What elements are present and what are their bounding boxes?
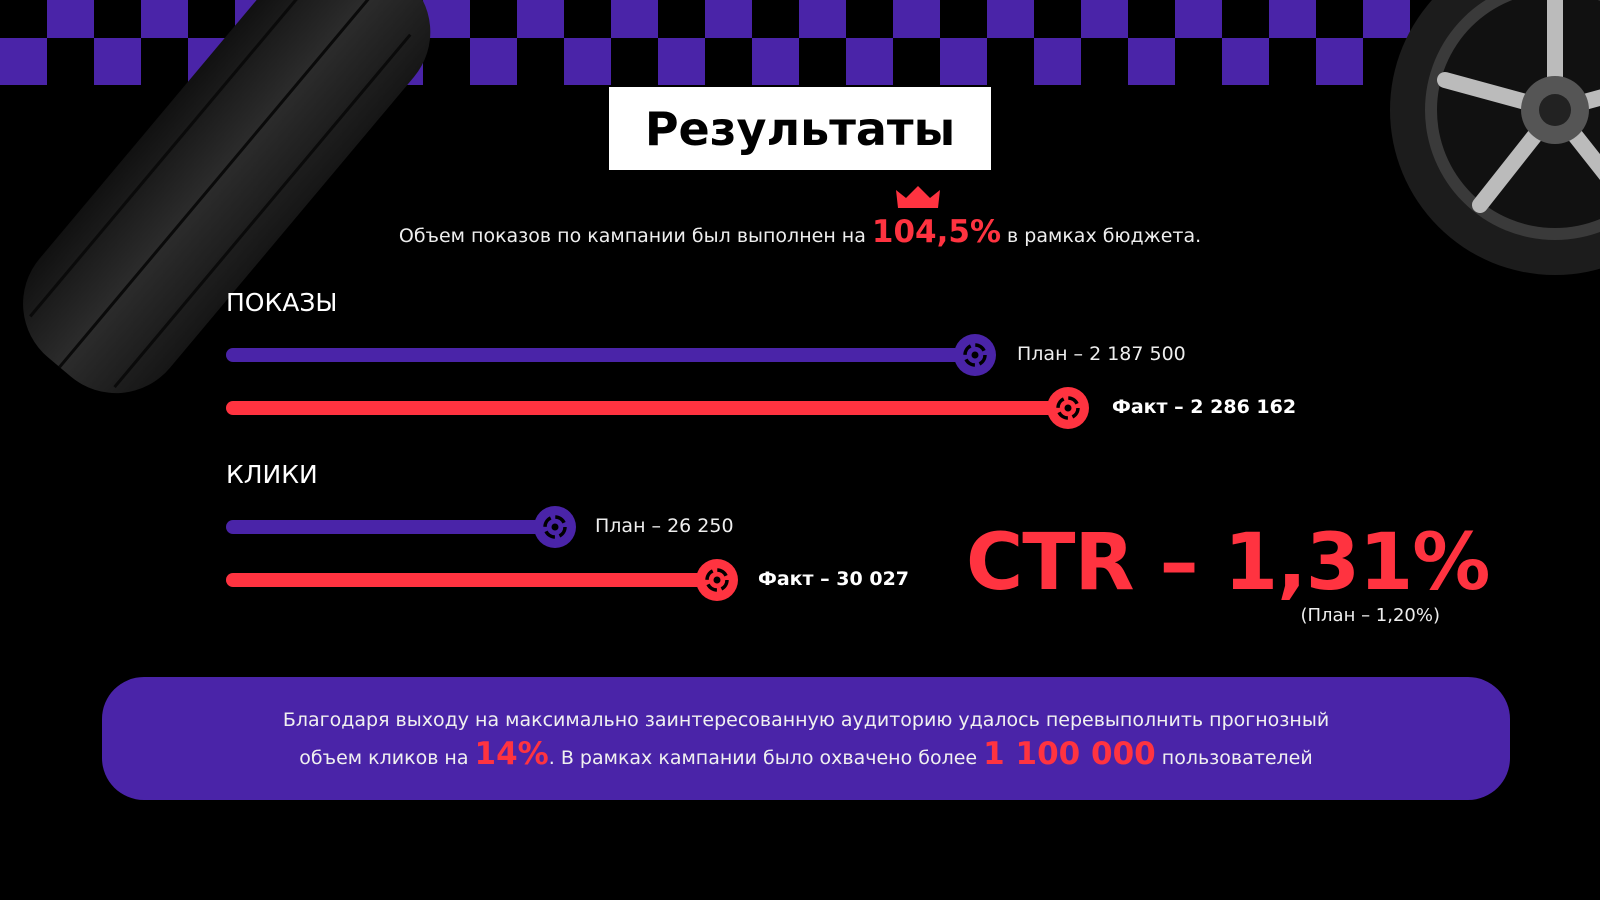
checker-square [752, 38, 799, 85]
impressions-fact-label: Факт – 2 286 162 [1112, 396, 1297, 418]
clicks-fact-label: Факт – 30 027 [758, 568, 910, 590]
checker-square [1128, 38, 1175, 85]
checker-square [1034, 38, 1081, 85]
checker-square [846, 38, 893, 85]
tire-image [23, 0, 431, 394]
checker-square [517, 0, 564, 38]
checker-square [893, 0, 940, 38]
page-title: Результаты [644, 101, 956, 156]
conclusion-box: Благодаря выходу на максимально заинтере… [102, 677, 1510, 800]
summary-text: Объем показов по кампании был выполнен н… [398, 214, 1202, 250]
checker-square [94, 38, 141, 85]
clicks-heading: КЛИКИ [226, 460, 318, 489]
checker-square [658, 38, 705, 85]
impressions-plan-label: План – 2 187 500 [1017, 343, 1186, 365]
checker-square [940, 38, 987, 85]
checker-square [1269, 0, 1316, 38]
clicks-plan-bar [226, 520, 546, 534]
wheel-icon [1047, 387, 1089, 429]
title-box: Результаты [609, 87, 991, 170]
checker-square [1363, 0, 1410, 38]
conclusion-line-1: Благодаря выходу на максимально заинтере… [282, 708, 1330, 731]
clicks-fact-bar [226, 573, 706, 587]
checker-square [0, 38, 47, 85]
checker-square [141, 0, 188, 38]
wheel-icon [954, 334, 996, 376]
checker-square [705, 0, 752, 38]
checker-square [1316, 38, 1363, 85]
impressions-plan-bar [226, 348, 966, 362]
impressions-heading: ПОКАЗЫ [226, 288, 338, 317]
checker-square [470, 38, 517, 85]
checker-square [799, 0, 846, 38]
crown-icon [896, 186, 940, 208]
wheel-icon [534, 506, 576, 548]
checker-square [1222, 38, 1269, 85]
wheel-icon [696, 559, 738, 601]
checker-square [47, 0, 94, 38]
checker-square [611, 0, 658, 38]
ctr-plan: (План – 1,20%) [1300, 605, 1440, 626]
checker-square [564, 38, 611, 85]
checker-square [1175, 0, 1222, 38]
conclusion-line-2: объем кликов на 14%. В рамках кампании б… [299, 735, 1313, 772]
checker-square [1081, 0, 1128, 38]
impressions-fact-bar [226, 401, 1056, 415]
checker-square [423, 0, 470, 38]
summary-highlight: 104,5% [871, 214, 1002, 250]
clicks-plan-label: План – 26 250 [595, 515, 734, 537]
checker-square [987, 0, 1034, 38]
ctr-value: CTR – 1,31% [966, 518, 1490, 608]
wheel-image [1390, 0, 1600, 275]
